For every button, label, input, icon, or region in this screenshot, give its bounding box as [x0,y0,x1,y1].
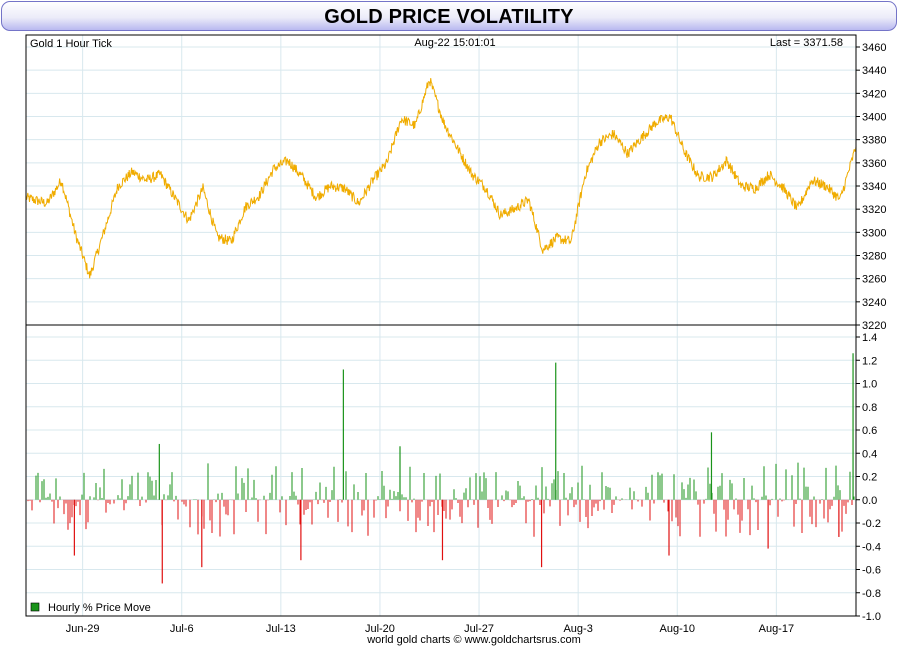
frame-layer [25,34,857,617]
date-tick-label: Aug-3 [563,623,592,635]
volatility-tick-label: 1.0 [862,379,877,391]
volatility-tick-label: -1.0 [862,611,881,623]
timestamp-label: Aug-22 15:01:01 [414,37,495,49]
footer-credit: world gold charts © www.goldchartsrus.co… [366,634,581,646]
marks-layer [25,78,857,584]
title-bar: GOLD PRICE VOLATILITY [1,1,897,31]
volatility-tick-label: -0.4 [862,541,881,553]
date-tick-label: Aug-10 [660,623,695,635]
price-tick-label: 3220 [862,320,886,332]
volatility-tick-label: -0.8 [862,588,881,600]
price-tick-label: 3420 [862,88,886,100]
price-tick-label: 3320 [862,204,886,216]
price-line [25,78,857,279]
volatility-tick-label: 1.2 [862,355,877,367]
price-tick-label: 3340 [862,181,886,193]
price-tick-label: 3240 [862,297,886,309]
date-tick-label: Jul-27 [464,623,494,635]
price-tick-label: 3380 [862,135,886,147]
volatility-tick-label: 0.4 [862,448,877,460]
price-tick-label: 3460 [862,42,886,54]
date-tick-label: Jul-6 [170,623,194,635]
volatility-tick-label: 0.0 [862,495,877,507]
price-tick-label: 3280 [862,251,886,263]
last-price-label: Last = 3371.58 [770,37,843,49]
date-tick-label: Jul-13 [266,623,296,635]
chart-title: GOLD PRICE VOLATILITY [324,6,574,28]
volatility-tick-label: 0.6 [862,425,877,437]
volatility-tick-label: 0.2 [862,472,877,484]
price-series-label: Gold 1 Hour Tick [30,38,112,50]
volatility-tick-label: 1.4 [862,332,877,344]
price-tick-label: 3440 [862,65,886,77]
price-tick-label: 3300 [862,227,886,239]
volatility-tick-label: 0.8 [862,402,877,414]
volatility-legend-label: Hourly % Price Move [48,602,151,614]
price-tick-label: 3360 [862,158,886,170]
legend-swatch-icon [30,602,40,612]
volatility-tick-label: -0.6 [862,565,881,577]
price-tick-label: 3400 [862,112,886,124]
volatility-tick-label: -0.2 [862,518,881,530]
date-tick-label: Jun-29 [66,623,100,635]
date-tick-label: Jul-20 [365,623,395,635]
price-tick-label: 3260 [862,274,886,286]
date-tick-label: Aug-17 [759,623,794,635]
text-layer: Gold 1 Hour Tick Aug-22 15:01:01 Last = … [30,37,886,646]
